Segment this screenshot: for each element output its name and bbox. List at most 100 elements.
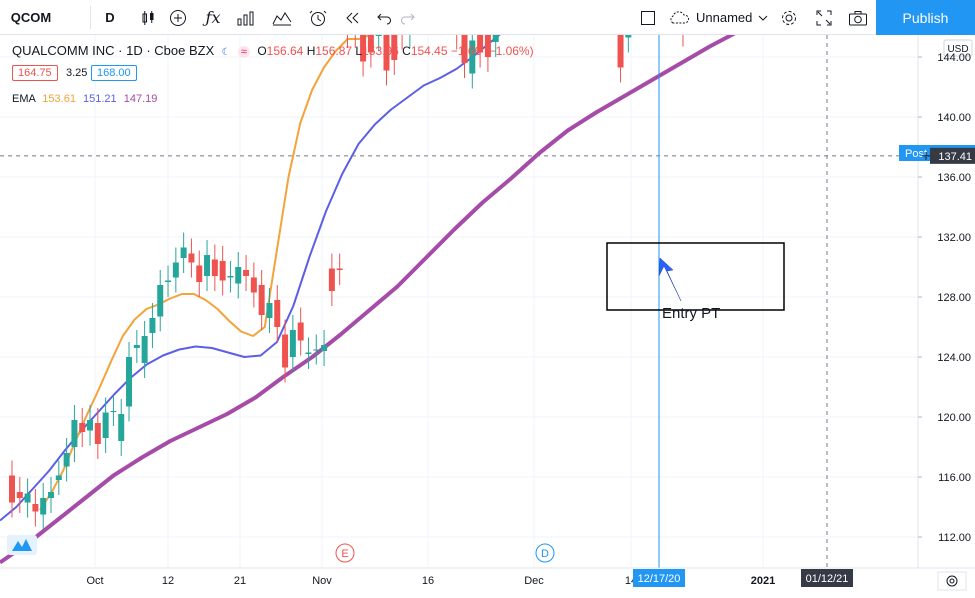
redo-icon[interactable] bbox=[396, 0, 420, 35]
camera-icon[interactable] bbox=[846, 0, 870, 35]
candle-body bbox=[336, 268, 343, 270]
currency-box[interactable] bbox=[943, 39, 973, 57]
low-label: L bbox=[355, 44, 363, 58]
change-value: −1.66 (−1.06%) bbox=[450, 44, 534, 58]
axis-settings-box[interactable] bbox=[937, 571, 967, 591]
dividend-marker-circle[interactable] bbox=[535, 543, 555, 563]
spread-value: 3.25 bbox=[66, 67, 88, 79]
chevron-down-icon bbox=[759, 15, 768, 21]
price-tick-label: 128.00 bbox=[937, 292, 971, 304]
candle-body bbox=[133, 345, 140, 348]
bid-box[interactable]: 164.75 bbox=[12, 65, 58, 81]
candle-body bbox=[157, 285, 164, 317]
candle-body bbox=[196, 265, 203, 282]
select-layout-icon[interactable] bbox=[636, 0, 660, 35]
entry-annotation: Entry PT bbox=[662, 305, 720, 322]
candle-body bbox=[32, 504, 39, 512]
candle-body bbox=[87, 420, 94, 431]
candle-body bbox=[461, 33, 468, 63]
compare-icon[interactable] bbox=[234, 0, 258, 35]
candle-body bbox=[250, 277, 257, 293]
candle-body bbox=[180, 247, 187, 258]
candle-body bbox=[94, 423, 101, 444]
time-tick-label: Nov bbox=[312, 575, 332, 587]
high-label: H bbox=[306, 44, 316, 58]
replay-icon[interactable] bbox=[340, 0, 364, 35]
candle-body bbox=[469, 40, 476, 74]
price-tick-label: 132.00 bbox=[937, 232, 971, 244]
tradingview-logo-background bbox=[7, 535, 37, 555]
ask-box[interactable]: 168.00 bbox=[91, 65, 137, 81]
top-toolbar: QCOM D ƒx Unnamed Publish bbox=[0, 0, 975, 35]
earnings-marker-circle[interactable] bbox=[335, 543, 355, 563]
publish-label: Publish bbox=[902, 9, 949, 26]
currency-label: USD bbox=[947, 44, 968, 55]
axis-settings-icon[interactable] bbox=[937, 571, 967, 591]
tradingview-logo-icon bbox=[12, 539, 32, 551]
candle-body bbox=[204, 255, 211, 276]
add-level-icon[interactable] bbox=[922, 151, 930, 160]
interval-label: D bbox=[105, 10, 115, 25]
candle-body bbox=[24, 493, 31, 503]
symbol-title: QUALCOMM INC · 1D · Cboe BZX bbox=[12, 43, 215, 58]
candle-body bbox=[126, 357, 133, 407]
candle-body bbox=[227, 276, 234, 278]
candle-body bbox=[297, 322, 304, 341]
earnings-marker[interactable]: E bbox=[335, 543, 355, 563]
candle-body bbox=[282, 334, 289, 368]
candle-body bbox=[188, 253, 195, 263]
candle-body bbox=[258, 285, 265, 315]
candle-body bbox=[477, 16, 484, 53]
open-value: 156.64 bbox=[266, 44, 304, 58]
candle-body bbox=[110, 411, 117, 412]
time-tick-label: 16 bbox=[422, 575, 434, 587]
fullscreen-icon[interactable] bbox=[812, 0, 836, 35]
candle-body bbox=[79, 423, 86, 432]
grid bbox=[0, 35, 918, 567]
price-tick-label: 120.00 bbox=[937, 412, 971, 424]
candle-body bbox=[289, 330, 296, 357]
post-label-background bbox=[899, 145, 933, 161]
candle-body bbox=[375, 0, 382, 36]
templates-icon[interactable] bbox=[270, 0, 294, 35]
candle-body bbox=[40, 498, 47, 515]
bar-style-icon[interactable] bbox=[136, 0, 160, 35]
crosshair-price-tag-background bbox=[930, 147, 975, 164]
add-indicator-icon[interactable] bbox=[166, 0, 190, 35]
candle-body bbox=[48, 492, 55, 498]
close-value: 154.45 bbox=[410, 44, 448, 58]
interval-button[interactable]: D bbox=[98, 0, 122, 35]
undo-icon[interactable] bbox=[372, 0, 396, 35]
candle-body bbox=[149, 318, 156, 333]
cursor-date-background bbox=[633, 569, 685, 587]
symbol-label: QCOM bbox=[10, 10, 52, 25]
candle-body bbox=[313, 349, 320, 351]
candle-body bbox=[274, 300, 281, 327]
publish-button[interactable]: Publish bbox=[876, 0, 975, 35]
ema-slow-value: 147.19 bbox=[123, 93, 158, 105]
divider bbox=[90, 6, 91, 29]
candle-body bbox=[141, 336, 148, 363]
wave-icon: ≈ bbox=[237, 46, 250, 58]
alert-icon[interactable] bbox=[306, 0, 330, 35]
candle-body bbox=[305, 352, 312, 354]
crosshair-date-background bbox=[801, 569, 853, 587]
candle-body bbox=[102, 412, 109, 438]
candle-body bbox=[492, 6, 499, 42]
layout-menu[interactable]: Unnamed bbox=[668, 0, 773, 35]
symbol-legend: QUALCOMM INC · 1D · Cboe BZX ☾ ≈ O156.64… bbox=[12, 43, 534, 58]
ema-mid-line bbox=[0, 0, 547, 522]
settings-gear-icon[interactable] bbox=[777, 0, 801, 35]
cloud-icon bbox=[670, 10, 689, 23]
gear-circle bbox=[946, 575, 958, 587]
price-axis[interactable]: USD 112.00 116.00 120.00 124.00 128.00 132.00 1… bbox=[899, 0, 975, 568]
symbol-search[interactable]: QCOM bbox=[0, 0, 62, 35]
candle-body bbox=[71, 420, 78, 447]
dividend-marker[interactable]: D bbox=[535, 543, 555, 563]
candle-body bbox=[328, 268, 335, 291]
function-icon[interactable]: ƒx bbox=[205, 8, 221, 27]
candle-body bbox=[55, 475, 62, 480]
